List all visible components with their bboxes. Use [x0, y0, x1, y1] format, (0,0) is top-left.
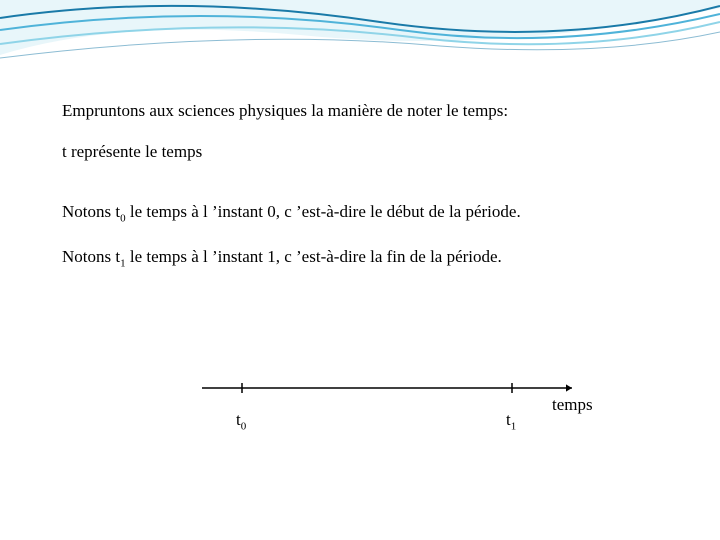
t0-suffix: le temps à l ’instant 0, c ’est-à-dire l… [126, 202, 521, 221]
paragraph-t0: Notons t0 le temps à l ’instant 0, c ’es… [62, 201, 622, 226]
t0-prefix: Notons t [62, 202, 120, 221]
tick-label-t1: t1 [506, 410, 516, 432]
paragraph-intro: Empruntons aux sciences physiques la man… [62, 100, 622, 121]
slide-content: Empruntons aux sciences physiques la man… [62, 100, 622, 291]
axis-label-temps: temps [552, 395, 593, 415]
t1-suffix: le temps à l ’instant 1, c ’est-à-dire l… [126, 247, 502, 266]
paragraph-t1: Notons t1 le temps à l ’instant 1, c ’es… [62, 246, 622, 271]
timeline-diagram: temps t0 t1 [202, 380, 622, 440]
paragraph-t-def: t représente le temps [62, 141, 622, 162]
header-swoosh [0, 0, 720, 90]
t1-prefix: Notons t [62, 247, 120, 266]
tick-label-t0: t0 [236, 410, 246, 432]
